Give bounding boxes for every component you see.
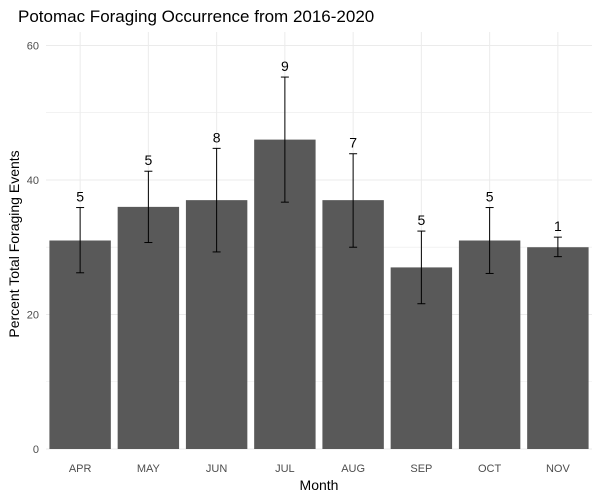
count-labels: 5 5 8 9 7 5 5 1 (76, 58, 562, 234)
bar-may (117, 206, 180, 449)
count-label: 5 (417, 212, 425, 228)
y-axis-ticks: 0 20 40 60 (27, 40, 39, 456)
error-bars (76, 76, 562, 305)
x-tick-label: SEP (410, 463, 432, 475)
y-tick-label: 0 (33, 444, 39, 456)
y-tick-label: 60 (27, 40, 39, 52)
count-label: 5 (144, 152, 152, 168)
bar-nov (527, 247, 589, 449)
x-axis-title: Month (300, 477, 339, 493)
y-tick-label: 40 (27, 175, 39, 187)
y-axis-title: Percent Total Foraging Events (6, 150, 22, 337)
bar-oct (458, 240, 521, 449)
count-label: 7 (349, 135, 357, 151)
x-axis-ticks: APR MAY JUN JUL AUG SEP OCT NOV (69, 463, 571, 475)
x-tick-label: MAY (137, 463, 161, 475)
x-tick-label: APR (69, 463, 92, 475)
x-tick-label: OCT (478, 463, 502, 475)
x-tick-label: NOV (546, 463, 571, 475)
count-label: 8 (213, 129, 221, 145)
chart-title: Potomac Foraging Occurrence from 2016-20… (18, 7, 374, 26)
x-tick-label: JUN (206, 463, 227, 475)
bars (49, 139, 589, 449)
count-label: 1 (554, 218, 562, 234)
x-tick-label: AUG (341, 463, 365, 475)
y-tick-label: 20 (27, 309, 39, 321)
bar-apr (49, 240, 111, 449)
x-tick-label: JUL (275, 463, 295, 475)
count-label: 5 (76, 189, 84, 205)
count-label: 9 (281, 58, 289, 74)
count-label: 5 (486, 189, 494, 205)
